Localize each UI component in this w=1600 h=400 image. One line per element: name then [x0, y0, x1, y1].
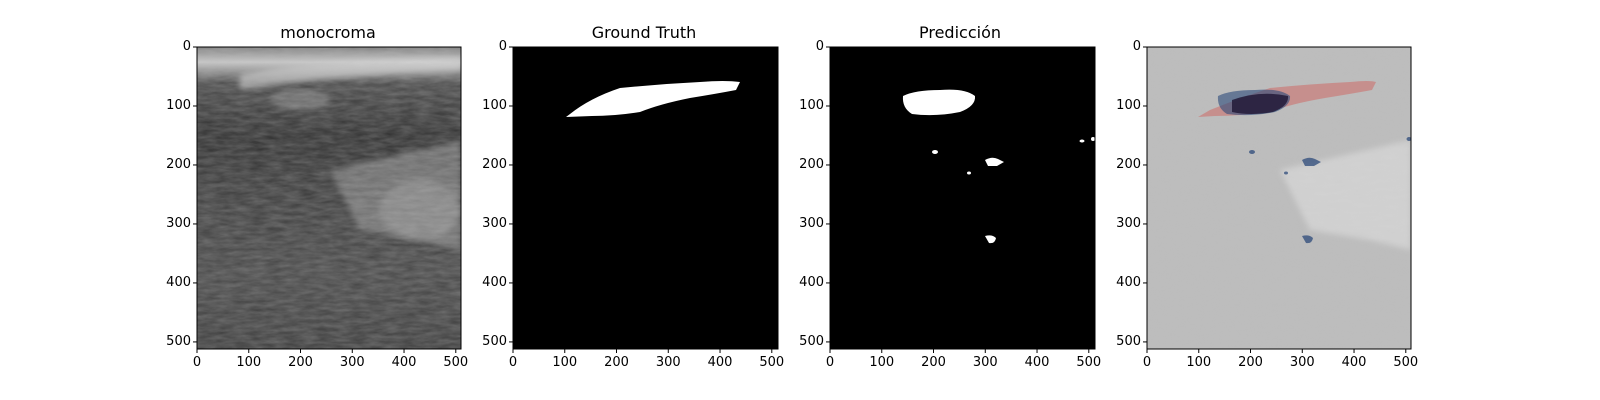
y-tick-label: 500 [1116, 333, 1141, 349]
x-tick-label: 100 [552, 355, 578, 370]
x-tick-label: 0 [825, 355, 835, 370]
tick-marks [193, 46, 1407, 353]
panel-title: Ground Truth [591, 23, 697, 42]
y-tick-label: 0 [182, 39, 191, 54]
x-tick-label: 200 [288, 355, 313, 370]
overlay-image [1147, 47, 1411, 349]
y-tick-label: 500 [166, 333, 191, 349]
y-tick-label: 0 [815, 39, 824, 54]
y-tick-label: 200 [1116, 156, 1141, 172]
x-tick-label: 100 [236, 355, 262, 370]
x-tick-label: 400 [1341, 355, 1367, 370]
frame [196, 46, 462, 350]
y-tick-label: 400 [799, 274, 824, 290]
y-tick-label: 200 [482, 156, 507, 172]
ultrasound-image [197, 47, 461, 349]
x-tick-label: 0 [1142, 355, 1152, 370]
y-tick-label: 0 [498, 39, 507, 54]
y-tick-label: 400 [1116, 274, 1141, 290]
y-tick-label: 500 [799, 333, 824, 349]
x-tick-label: 500 [759, 355, 785, 370]
y-tick-label: 300 [1116, 215, 1141, 231]
y-tick-label: 300 [166, 215, 191, 231]
y-tick-label: 200 [166, 156, 191, 172]
x-tick-label: 500 [1393, 355, 1419, 370]
y-tick-label: 200 [799, 156, 824, 172]
x-tick-label: 300 [972, 355, 998, 370]
frame [1146, 46, 1412, 350]
x-tick-label: 500 [443, 355, 469, 370]
y-tick-label: 300 [799, 215, 824, 231]
y-tick-label: 300 [482, 215, 507, 231]
panel-title: monocroma [280, 23, 376, 42]
x-tick-label: 400 [1024, 355, 1050, 370]
pred-mask-image [830, 47, 1095, 349]
x-tick-label: 400 [391, 355, 417, 370]
y-tick-label: 100 [1116, 97, 1141, 113]
y-tick-label: 100 [482, 97, 507, 113]
x-tick-label: 0 [192, 355, 202, 370]
x-tick-label: 100 [1186, 355, 1212, 370]
x-tick-label: 200 [604, 355, 629, 370]
x-tick-label: 100 [869, 355, 895, 370]
y-tick-label: 400 [482, 274, 507, 290]
x-tick-label: 200 [921, 355, 946, 370]
frame [829, 46, 1096, 350]
panel-title: Predicción [918, 23, 1001, 42]
x-tick-label: 300 [655, 355, 681, 370]
x-tick-label: 500 [1076, 355, 1102, 370]
x-tick-label: 300 [339, 355, 365, 370]
y-tick-label: 400 [166, 274, 191, 290]
y-tick-label: 100 [799, 97, 824, 113]
y-tick-label: 500 [482, 333, 507, 349]
y-tick-label: 100 [166, 97, 191, 113]
x-tick-label: 0 [508, 355, 518, 370]
frame [512, 46, 779, 350]
y-tick-label: 0 [1132, 39, 1141, 54]
x-tick-label: 300 [1289, 355, 1315, 370]
x-tick-label: 400 [707, 355, 733, 370]
gt-mask-image [513, 47, 778, 349]
x-tick-label: 200 [1238, 355, 1263, 370]
